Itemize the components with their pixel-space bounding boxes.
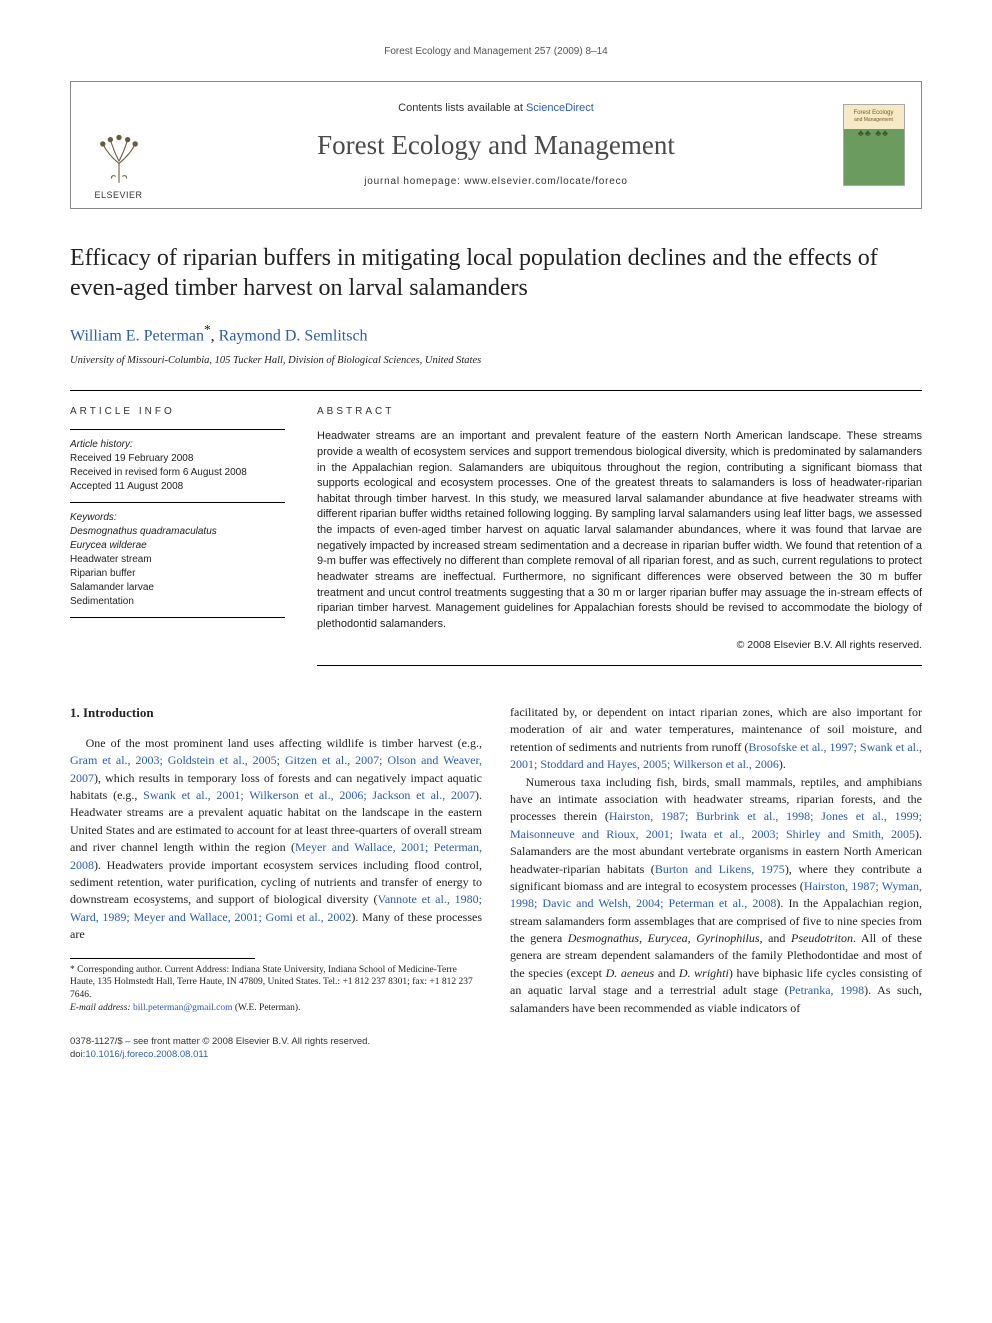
abstract-copyright: © 2008 Elsevier B.V. All rights reserved… <box>317 638 922 653</box>
elsevier-label: ELSEVIER <box>94 189 142 202</box>
keyword: Riparian buffer <box>70 567 285 581</box>
doi-label: doi: <box>70 1049 85 1060</box>
cite-link[interactable]: Vannote et al., 1980; Ward, 1989; Meyer … <box>70 892 482 923</box>
cite-link[interactable]: Meyer and Wallace, 2001; Peterman, 2008 <box>70 840 482 871</box>
doi-line: doi:10.1016/j.foreco.2008.08.011 <box>70 1048 922 1061</box>
journal-homepage: journal homepage: www.elsevier.com/locat… <box>364 175 628 189</box>
section-heading: 1. Introduction <box>70 704 482 723</box>
email-label: E-mail address: <box>70 1003 133 1013</box>
body-paragraph: One of the most prominent land uses affe… <box>70 735 482 944</box>
history-received: Received 19 February 2008 <box>70 452 285 466</box>
article-info-heading: ARTICLE INFO <box>70 405 285 419</box>
history-revised: Received in revised form 6 August 2008 <box>70 466 285 480</box>
abstract-heading: ABSTRACT <box>317 405 922 419</box>
body-columns: 1. Introduction One of the most prominen… <box>70 704 922 1017</box>
section-title: Introduction <box>83 705 154 720</box>
cover-line1: Forest Ecology <box>853 109 893 117</box>
cite-link[interactable]: Petranka, 1998 <box>789 983 865 997</box>
keyword: Sedimentation <box>70 595 285 609</box>
history-label: Article history: <box>70 438 285 452</box>
author-link[interactable]: William E. Peterman <box>70 327 204 344</box>
front-matter-line: 0378-1127/$ – see front matter © 2008 El… <box>70 1035 922 1048</box>
article-info-column: ARTICLE INFO Article history: Received 1… <box>70 405 285 666</box>
publisher-logo-block: ELSEVIER <box>71 82 166 208</box>
email-suffix: (W.E. Peterman). <box>232 1003 300 1013</box>
running-head: Forest Ecology and Management 257 (2009)… <box>70 45 922 59</box>
journal-banner: ELSEVIER Contents lists available at Sci… <box>70 81 922 209</box>
journal-name: Forest Ecology and Management <box>317 127 675 165</box>
cite-link[interactable]: Gram et al., 2003; Goldstein et al., 200… <box>70 753 482 784</box>
keyword: Eurycea wilderae <box>70 539 285 553</box>
footnote-rule <box>70 958 255 959</box>
cite-link[interactable]: Burton and Likens, 1975 <box>655 862 785 876</box>
author-sep: , <box>211 327 219 344</box>
keyword: Headwater stream <box>70 553 285 567</box>
email-link[interactable]: bill.peterman@gmail.com <box>133 1003 233 1013</box>
body-col-right: facilitated by, or dependent on intact r… <box>510 704 922 1017</box>
keywords-list: Desmognathus quadramaculatusEurycea wild… <box>70 525 285 609</box>
corr-sup: * <box>204 322 211 337</box>
contents-prefix: Contents lists available at <box>398 102 526 114</box>
keyword: Desmognathus quadramaculatus <box>70 525 285 539</box>
affiliation: University of Missouri-Columbia, 105 Tuc… <box>70 354 922 369</box>
cover-glyphs: ♣♣ ♣♣ <box>858 127 889 140</box>
contents-line: Contents lists available at ScienceDirec… <box>398 101 594 116</box>
sciencedirect-link[interactable]: ScienceDirect <box>526 102 594 114</box>
keyword: Salamander larvae <box>70 581 285 595</box>
banner-mid: Contents lists available at ScienceDirec… <box>166 82 826 208</box>
email-footnote: E-mail address: bill.peterman@gmail.com … <box>70 1002 482 1015</box>
cite-link[interactable]: Hairston, 1987; Burbrink et al., 1998; J… <box>510 809 922 840</box>
cite-link[interactable]: Brosofske et al., 1997; Swank et al., 20… <box>510 740 922 771</box>
history-accepted: Accepted 11 August 2008 <box>70 480 285 494</box>
body-paragraph: Numerous taxa including fish, birds, sma… <box>510 774 922 1017</box>
corresponding-footnote: * Corresponding author. Current Address:… <box>70 964 482 1002</box>
elsevier-tree-icon <box>92 131 146 185</box>
article-title: Efficacy of riparian buffers in mitigati… <box>70 243 922 303</box>
cite-link[interactable]: Swank et al., 2001; Wilkerson et al., 20… <box>143 788 475 802</box>
banner-right: Forest Ecology and Management ♣♣ ♣♣ <box>826 82 921 208</box>
author-link[interactable]: Raymond D. Semlitsch <box>219 327 368 344</box>
abstract-column: ABSTRACT Headwater streams are an import… <box>317 405 922 666</box>
cover-line2: and Management <box>854 117 893 124</box>
author-list: William E. Peterman*, Raymond D. Semlits… <box>70 321 922 348</box>
body-paragraph: facilitated by, or dependent on intact r… <box>510 704 922 774</box>
abstract-text: Headwater streams are an important and p… <box>317 429 922 632</box>
doi-link[interactable]: 10.1016/j.foreco.2008.08.011 <box>85 1049 208 1060</box>
body-col-left: 1. Introduction One of the most prominen… <box>70 704 482 1017</box>
keywords-label: Keywords: <box>70 511 285 525</box>
page-footer: 0378-1127/$ – see front matter © 2008 El… <box>70 1035 922 1062</box>
cite-link[interactable]: Hairston, 1987; Wyman, 1998; Davic and W… <box>510 879 922 910</box>
journal-cover-thumb: Forest Ecology and Management ♣♣ ♣♣ <box>843 104 905 186</box>
section-number: 1. <box>70 705 80 720</box>
